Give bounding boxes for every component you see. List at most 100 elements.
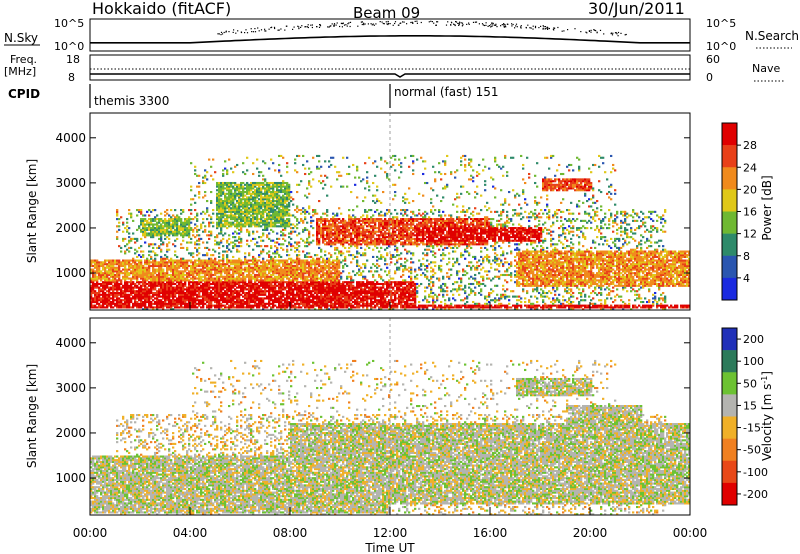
heatmap-cell [154,223,157,226]
heatmap-cell [318,160,321,163]
heatmap-cell [300,299,303,302]
heatmap-cell [98,302,101,305]
heatmap-cell [314,297,317,300]
heatmap-cell [124,288,127,291]
heatmap-cell [150,257,153,260]
heatmap-cell [192,275,195,278]
heatmap-cell [178,288,181,291]
heatmap-cell [308,304,311,307]
heatmap-cell [198,196,201,199]
heatmap-cell [278,237,281,240]
heatmap-cell [332,286,335,289]
heatmap-cell [132,288,135,291]
heatmap-cell [220,194,223,197]
heatmap-cell [330,277,333,280]
heatmap-cell [206,171,209,174]
heatmap-cell [262,279,265,282]
heatmap-cell [204,273,207,277]
heatmap-cell [144,304,147,307]
heatmap-cell [270,223,273,226]
heatmap-cell [322,257,325,260]
noise-search-point [277,29,279,31]
heatmap-cell [206,273,209,277]
heatmap-cell [158,272,161,275]
heatmap-cell [312,306,315,309]
heatmap-cell [276,300,279,304]
heatmap-cell [152,266,155,269]
heatmap-cell [230,279,233,282]
heatmap-cell [282,302,285,305]
heatmap-cell [248,259,251,262]
heatmap-cell [162,263,165,266]
heatmap-cell [206,234,209,237]
heatmap-cell [150,230,153,233]
heatmap-cell [272,216,275,219]
heatmap-cell [244,172,247,176]
heatmap-cell [116,212,119,215]
heatmap-cell [112,268,115,271]
heatmap-cell [240,286,243,289]
heatmap-cell [282,210,285,213]
heatmap-cell [326,281,329,284]
heatmap-cell [184,281,187,284]
heatmap-cell [186,218,189,221]
heatmap-cell [286,259,289,262]
heatmap-cell [206,259,209,262]
heatmap-cell [226,245,229,248]
heatmap-cell [280,196,283,199]
heatmap-cell [134,302,137,305]
heatmap-cell [320,174,323,177]
noise-search-point [458,24,460,26]
heatmap-cell [184,263,187,266]
heatmap-cell [260,225,263,228]
heatmap-cell [196,290,199,293]
heatmap-cell [332,297,335,300]
heatmap-cell [188,299,191,302]
heatmap-cell [280,261,283,264]
heatmap-cell [156,261,159,264]
heatmap-cell [266,201,269,204]
heatmap-cell [266,259,269,262]
heatmap-cell [244,284,247,287]
heatmap-cell [148,295,151,298]
heatmap-cell [314,282,317,286]
heatmap-cell [252,221,255,224]
heatmap-cell [274,221,277,224]
heatmap-cell [128,241,131,244]
noise-search-dots [217,20,627,37]
heatmap-cell [246,185,249,188]
heatmap-cell [202,180,205,183]
heatmap-cell [294,286,297,289]
heatmap-cell [136,266,139,269]
heatmap-cell [216,281,219,284]
heatmap-cell [242,201,245,204]
heatmap-cell [228,300,231,304]
heatmap-cell [122,302,125,305]
heatmap-cell [270,245,273,248]
heatmap-cell [296,295,299,298]
heatmap-cell [124,270,127,273]
heatmap-cell [190,295,193,298]
heatmap-cell [160,261,163,264]
heatmap-cell [276,275,279,278]
heatmap-cell [302,295,305,298]
noise-search-point [307,26,309,29]
heatmap-cell [146,270,149,273]
heatmap-cell [130,291,133,295]
heatmap-cell [284,189,287,192]
heatmap-cell [292,266,295,269]
heatmap-cell [164,237,167,240]
heatmap-cell [218,212,221,215]
heatmap-cell [108,266,111,269]
heatmap-cell [244,261,247,264]
heatmap-cell [250,225,253,228]
heatmap-cell [270,187,273,190]
heatmap-cell [142,297,145,300]
heatmap-cell [102,261,105,264]
heatmap-cell [168,268,171,271]
heatmap-cell [324,299,327,302]
heatmap-cell [332,228,335,231]
heatmap-cell [142,234,145,237]
heatmap-cell [154,252,157,255]
heatmap-cell [268,225,271,228]
